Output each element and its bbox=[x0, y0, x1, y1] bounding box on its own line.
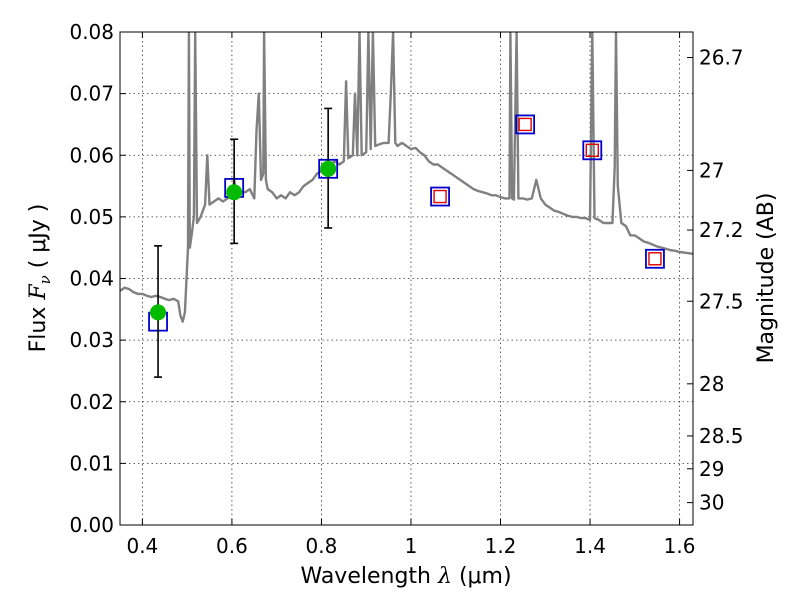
x-tick-label: 1.6 bbox=[664, 534, 696, 558]
x-tick-label: 1.2 bbox=[485, 534, 517, 558]
upper-limit-square bbox=[585, 143, 599, 158]
y2-tick-label: 26.7 bbox=[699, 46, 744, 70]
observed-flux-point bbox=[320, 160, 337, 177]
y2-tick-label: 29 bbox=[699, 457, 724, 481]
y-axis-title: Flux Fν ( μJy ) bbox=[26, 204, 54, 353]
y-tick-label: 0.00 bbox=[69, 513, 114, 537]
y2-tick-label: 30 bbox=[699, 491, 724, 515]
model-photometry-square bbox=[582, 140, 603, 161]
y-tick-label: 0.03 bbox=[69, 328, 114, 352]
x-axis-unit: (μm) bbox=[459, 564, 512, 589]
model-photometry-square bbox=[430, 186, 450, 207]
y-tick-label: 0.02 bbox=[69, 390, 114, 414]
y2-tick-label: 28 bbox=[699, 372, 724, 396]
model-sed-line bbox=[120, 32, 693, 323]
y-tick-label: 0.08 bbox=[69, 20, 114, 44]
ticks-layer: 0.4 0.6 0.8 1 1.2 1.4 1.6 0.00 0.01 0.02 0.03 0.04 0… bbox=[69, 20, 743, 558]
upper-limit-square bbox=[518, 117, 532, 132]
y2-axis-title: Magnitude (AB) bbox=[754, 193, 779, 364]
y-axis-symbol: F bbox=[26, 284, 51, 301]
y-tick-label: 0.01 bbox=[69, 451, 114, 475]
x-tick-label: 0.8 bbox=[306, 534, 338, 558]
x-tick-label: 1 bbox=[405, 534, 418, 558]
upper-limit-square bbox=[648, 252, 662, 266]
y-axis-label: Flux bbox=[26, 307, 51, 353]
y-tick-label: 0.05 bbox=[69, 205, 114, 229]
series-layer bbox=[120, 32, 693, 323]
y-tick-label: 0.07 bbox=[69, 82, 114, 106]
y2-tick-label: 27.5 bbox=[699, 289, 744, 313]
y-axis-subscript: ν bbox=[36, 275, 54, 284]
y2-tick-label: 28.5 bbox=[699, 424, 744, 448]
observed-flux-point bbox=[150, 304, 167, 321]
x-tick-label: 0.4 bbox=[126, 534, 158, 558]
observed-flux-point bbox=[226, 184, 243, 201]
y2-tick-label: 27.2 bbox=[699, 218, 744, 242]
x-axis-symbol: λ bbox=[437, 564, 452, 589]
y-axis-unit: ( μJy ) bbox=[26, 204, 51, 269]
y-tick-label: 0.04 bbox=[69, 267, 114, 291]
grid bbox=[120, 31, 693, 526]
model-photometry-square bbox=[515, 114, 536, 135]
x-axis-label: Wavelength bbox=[300, 564, 431, 589]
markers-layer bbox=[148, 107, 665, 378]
x-tick-label: 0.6 bbox=[216, 534, 248, 558]
x-tick-label: 1.4 bbox=[574, 534, 606, 558]
x-axis-title: Wavelength λ (μm) bbox=[300, 564, 511, 589]
model-photometry-square bbox=[645, 248, 665, 269]
upper-limit-square bbox=[433, 189, 447, 204]
y-tick-label: 0.06 bbox=[69, 143, 114, 167]
y2-tick-label: 27 bbox=[699, 158, 724, 182]
